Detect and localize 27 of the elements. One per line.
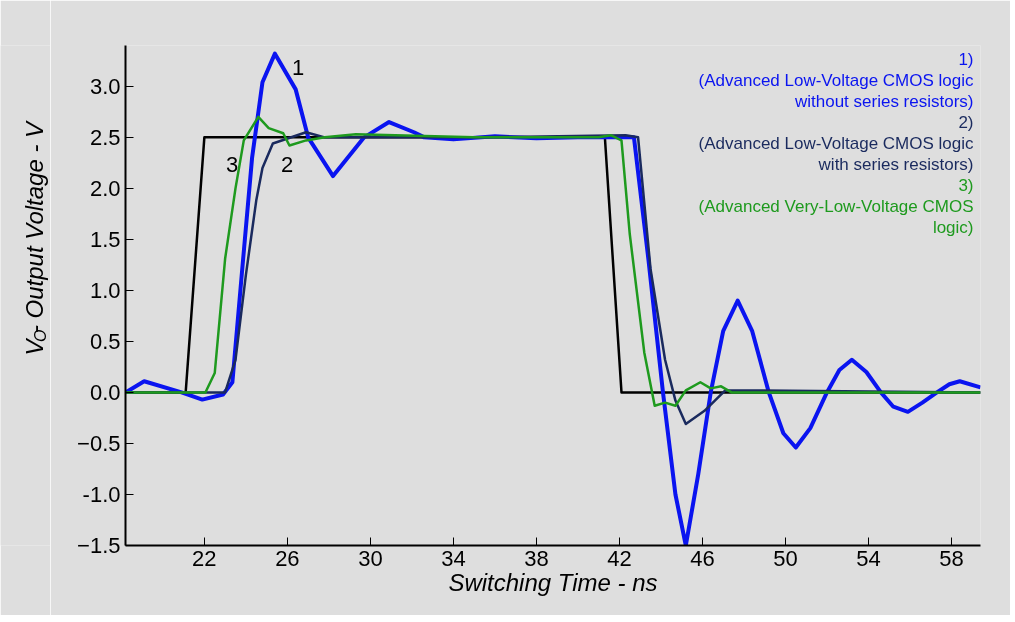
y-tick-label: 2.5 (89, 124, 121, 150)
text: 1) (Advanced Low-Voltage CMOS logic without series resistors) (698, 49, 974, 111)
text: 2) (Advanced Low-Voltage CMOS logic with series resistors) (698, 112, 974, 174)
x-tick-label: 54 (856, 545, 881, 571)
y-tick-label: 1.5 (89, 226, 121, 252)
x-tick-label: 50 (773, 545, 798, 571)
y-tick-label: −0.5 (77, 430, 121, 456)
y-tick-label: 2.0 (89, 175, 121, 201)
annotation: 1 (292, 55, 305, 80)
x-tick-label: 38 (524, 545, 549, 571)
text: 3) (Advanced Very-Low-Voltage CMOS logic) (698, 175, 974, 237)
annotation: 3 (226, 152, 239, 177)
x-tick-label: 22 (192, 545, 217, 571)
annotation: 2 (281, 152, 294, 177)
y-tick-label: −1.5 (77, 533, 121, 558)
x-tick-label: 34 (441, 545, 466, 571)
x-tick-label: 42 (607, 545, 632, 571)
x-tick-label: 30 (358, 545, 383, 571)
x-tick-label: 46 (690, 545, 715, 571)
y-tick-label: 1.0 (89, 277, 121, 303)
x-axis-title: Switching Time - ns (448, 568, 658, 596)
y-tick-label: -1.0 (82, 481, 121, 507)
y-tick-label: 3.0 (89, 73, 121, 99)
y-tick-label: 0.5 (89, 328, 121, 354)
y-tick-label: 0.0 (89, 379, 121, 405)
x-tick-label: 26 (275, 545, 300, 571)
x-tick-label: 58 (939, 545, 964, 571)
